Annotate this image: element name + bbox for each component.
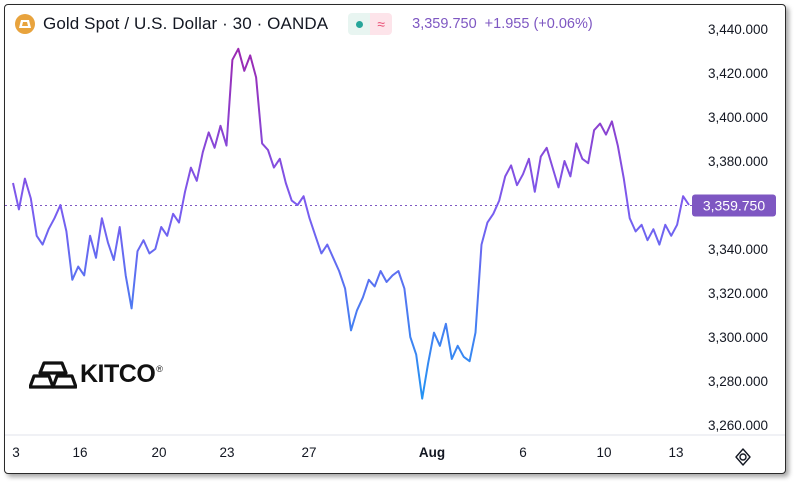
y-tick-label: 3,420.000 — [708, 66, 768, 81]
x-tick-label: 20 — [151, 445, 166, 460]
y-tick-label: 3,380.000 — [708, 154, 768, 169]
last-price: 3,359.750 — [412, 16, 477, 32]
price-quote: 3,359.750 +1.955 (+0.06%) — [412, 16, 593, 32]
chart-header: Gold Spot / U.S. Dollar · 30 · OANDA ≈ 3… — [15, 11, 593, 37]
x-axis: 3 16 20 23 27 Aug 6 10 13 — [12, 445, 683, 460]
logo-text: KITCO — [80, 360, 156, 388]
chart-frame: Gold Spot / U.S. Dollar · 30 · OANDA ≈ 3… — [4, 4, 786, 474]
kitco-logo: KITCO ® — [29, 360, 163, 389]
y-tick-label: 3,280.000 — [708, 374, 768, 389]
x-tick-label: 3 — [12, 445, 20, 460]
y-tick-label: 3,340.000 — [708, 242, 768, 257]
y-tick-label: 3,320.000 — [708, 286, 768, 301]
x-tick-label: 23 — [219, 445, 234, 460]
x-tick-label: 13 — [668, 445, 683, 460]
price-series-line — [12, 47, 690, 400]
price-chart[interactable]: 3,260.000 3,280.000 3,300.000 3,320.000 3,34… — [5, 5, 785, 473]
gold-bar-icon — [15, 14, 35, 34]
x-tick-label: 10 — [596, 445, 611, 460]
wave-icon: ≈ — [370, 13, 393, 35]
x-tick-label: 6 — [519, 445, 527, 460]
y-tick-label: 3,260.000 — [708, 418, 768, 433]
y-axis: 3,260.000 3,280.000 3,300.000 3,320.000 3,34… — [708, 22, 768, 433]
status-pill[interactable]: ≈ — [348, 13, 393, 35]
price-change: +1.955 (+0.06%) — [484, 16, 593, 32]
gold-bars-logo-icon — [29, 360, 77, 389]
y-tick-label: 3,300.000 — [708, 330, 768, 345]
y-tick-label: 3,400.000 — [708, 110, 768, 125]
price-tag-label: 3,359.750 — [703, 198, 765, 214]
x-tick-label: Aug — [419, 445, 445, 460]
y-tick-label: 3,440.000 — [708, 22, 768, 37]
symbol-title[interactable]: Gold Spot / U.S. Dollar · 30 · OANDA — [43, 14, 329, 33]
market-open-dot-icon — [348, 13, 371, 35]
logo-registered-mark: ® — [156, 364, 163, 374]
price-tag: 3,359.750 — [692, 194, 776, 217]
x-tick-label: 16 — [72, 445, 87, 460]
x-tick-label: 27 — [301, 445, 316, 460]
settings-icon[interactable] — [732, 446, 754, 468]
series-group — [12, 47, 690, 400]
